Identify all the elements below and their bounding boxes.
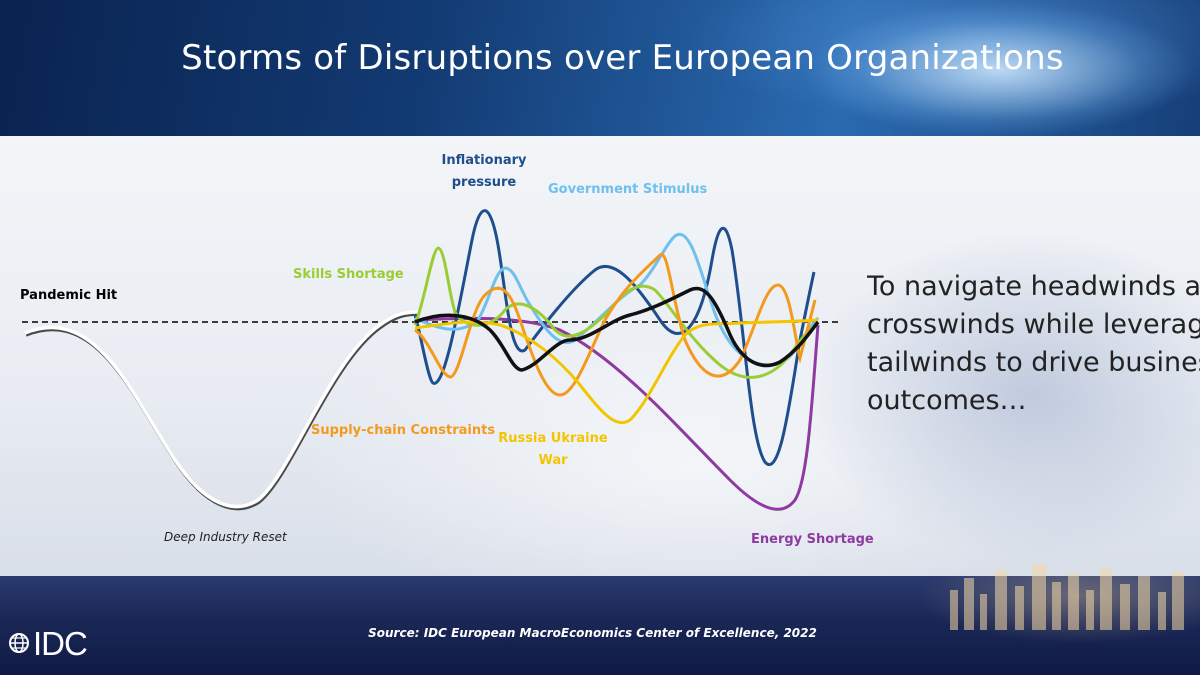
- energy-shortage-curve: [414, 316, 820, 511]
- label-supply-chain-constraints: Supply-chain Constraints: [311, 423, 495, 438]
- label-inflationary-pressure-line2: pressure: [452, 175, 517, 190]
- header-background: [0, 0, 1200, 136]
- label-deep-industry-reset: Deep Industry Reset: [164, 530, 288, 544]
- side-text-line-2: crosswinds while leveraging: [867, 309, 1200, 340]
- black-disruption-curve: [414, 286, 820, 372]
- side-text-line-4: outcomes…: [867, 385, 1027, 416]
- label-inflationary-pressure-line1: Inflationary: [441, 153, 527, 168]
- label-pandemic-hit: Pandemic Hit: [20, 288, 117, 303]
- label-russia-ukraine-war-line2: War: [538, 453, 568, 468]
- globe-icon: [9, 633, 29, 653]
- inflationary-pressure-curve: [413, 209, 816, 466]
- idc-logo: IDC: [8, 625, 98, 662]
- source-note: Source: IDC European MacroEconomics Cent…: [368, 626, 817, 640]
- side-text-line-1: To navigate headwinds and: [867, 271, 1200, 302]
- pandemic-curve: [24, 310, 419, 509]
- slide-title: Storms of Disruptions over European Orga…: [181, 38, 1064, 78]
- label-government-stimulus: Government Stimulus: [548, 182, 707, 197]
- supply-chain-constraints-curve: [414, 253, 817, 397]
- skills-shortage-curve: [413, 246, 816, 379]
- label-russia-ukraine-war-line1: Russia Ukraine: [498, 431, 608, 446]
- russia-ukraine-war-curve: [414, 318, 819, 424]
- city-skyline-image: [950, 564, 1184, 630]
- label-energy-shortage: Energy Shortage: [751, 532, 874, 547]
- label-skills-shortage: Skills Shortage: [293, 267, 404, 282]
- side-text-line-3: tailwinds to drive business: [867, 347, 1200, 378]
- side-text-block: To navigate headwinds and crosswinds whi…: [867, 268, 1200, 420]
- idc-logo-text: IDC: [33, 625, 88, 662]
